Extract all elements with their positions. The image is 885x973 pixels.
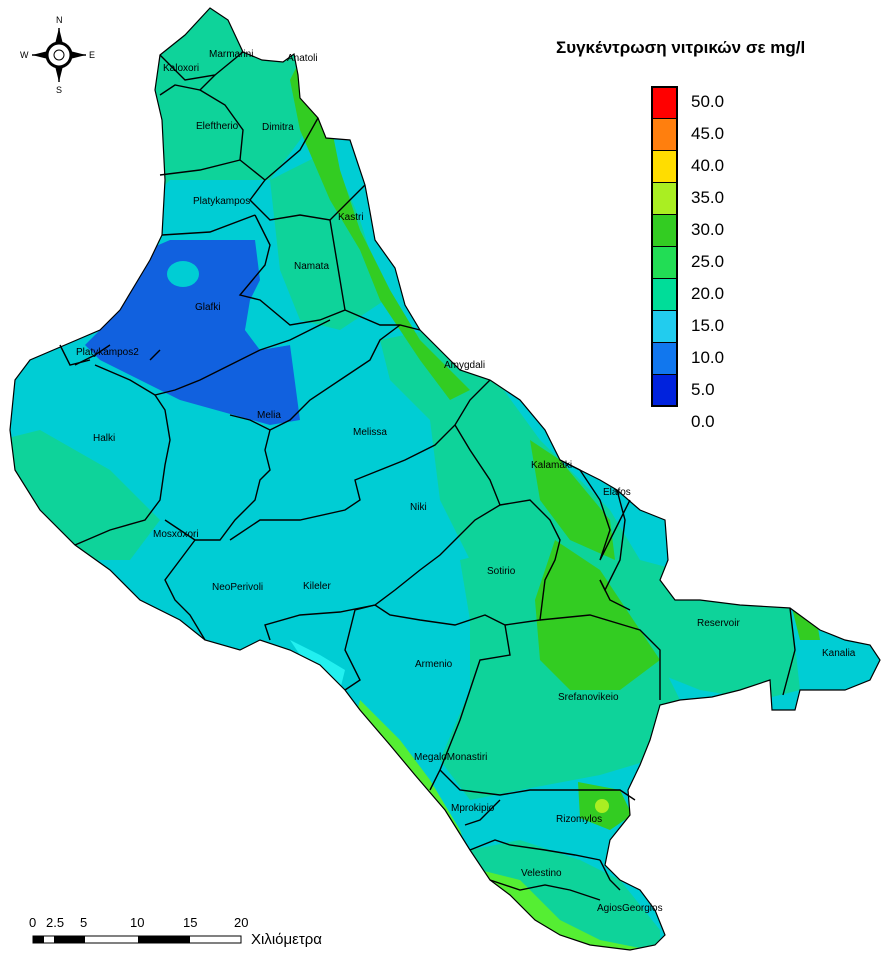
legend-swatch — [651, 374, 678, 407]
place-label: Platykampos — [193, 196, 250, 207]
legend-value: 15.0 — [691, 316, 725, 335]
legend-value: 30.0 — [691, 220, 725, 239]
legend-value: 10.0 — [691, 348, 725, 367]
legend-value: 5.0 — [691, 380, 715, 399]
place-label: Niki — [410, 502, 427, 513]
place-label: Glafki — [195, 302, 221, 313]
place-labels: Marmarini Anatoli Kaloxori Eleftherio Di… — [76, 49, 856, 914]
place-label: Armenio — [415, 659, 453, 670]
place-label: Eleftherio — [196, 121, 239, 132]
place-label: NeoPerivoli — [212, 582, 263, 593]
legend-swatch — [651, 310, 678, 342]
place-label: MegaloMonastiri — [414, 752, 487, 763]
legend-value: 50.0 — [691, 92, 725, 111]
legend-swatch — [651, 246, 678, 278]
scale-tick: 20 — [234, 915, 249, 930]
place-label: Anatoli — [287, 53, 318, 64]
scale-tick: 5 — [80, 915, 88, 930]
place-label: Mosxoxori — [153, 529, 199, 540]
legend-value: 45.0 — [691, 124, 725, 143]
place-label: Platykampos2 — [76, 347, 139, 358]
place-label: Kileler — [303, 581, 331, 592]
place-label: Halki — [93, 433, 115, 444]
scale-unit-label: Χιλιόμετρα — [251, 931, 322, 948]
place-label: AgiosGeorgios — [597, 903, 663, 914]
place-label: Velestino — [521, 868, 562, 879]
legend-value: 25.0 — [691, 252, 725, 271]
place-label: Marmarini — [209, 49, 253, 60]
scale-tick: 10 — [130, 915, 145, 930]
scale-tick: 0 — [29, 915, 37, 930]
legend-swatch — [651, 86, 678, 118]
compass-s-label: S — [56, 85, 62, 95]
compass-e-label: E — [89, 50, 95, 60]
legend-swatch — [651, 118, 678, 150]
legend-title: Συγκέντρωση νιτρικών σε mg/l — [556, 38, 806, 57]
legend-swatch — [651, 278, 678, 310]
legend-swatch — [651, 342, 678, 374]
scale-tick: 2.5 — [46, 915, 65, 930]
scale-tick: 15 — [183, 915, 198, 930]
place-label: Srefanovikeio — [558, 692, 619, 703]
legend-swatch — [651, 150, 678, 182]
place-label: Dimitra — [262, 122, 294, 133]
place-label: Kaloxori — [163, 63, 199, 74]
legend-swatch — [651, 182, 678, 214]
place-label: Sotirio — [487, 566, 516, 577]
legend-value: 40.0 — [691, 156, 725, 175]
place-label: Elafos — [603, 487, 631, 498]
place-label: Mprokipio — [451, 803, 495, 814]
legend-value: 0.0 — [691, 412, 715, 431]
legend-swatch — [651, 214, 678, 246]
place-label: Rizomylos — [556, 814, 602, 825]
place-label: Kalamaki — [531, 460, 572, 471]
place-label: Amygdali — [444, 360, 485, 371]
compass-n-label: N — [56, 15, 63, 25]
legend-value: 20.0 — [691, 284, 725, 303]
place-label: Namata — [294, 261, 329, 272]
scale-bar — [32, 935, 242, 944]
place-label: Melia — [257, 410, 281, 421]
compass-rose: N S E W — [20, 15, 95, 95]
compass-w-label: W — [20, 50, 29, 60]
place-label: Kastri — [338, 212, 364, 223]
municipal-boundaries — [59, 51, 796, 901]
place-label: Kanalia — [822, 648, 856, 659]
legend-value: 35.0 — [691, 188, 725, 207]
place-label: Melissa — [353, 427, 387, 438]
place-label: Reservoir — [697, 618, 740, 629]
